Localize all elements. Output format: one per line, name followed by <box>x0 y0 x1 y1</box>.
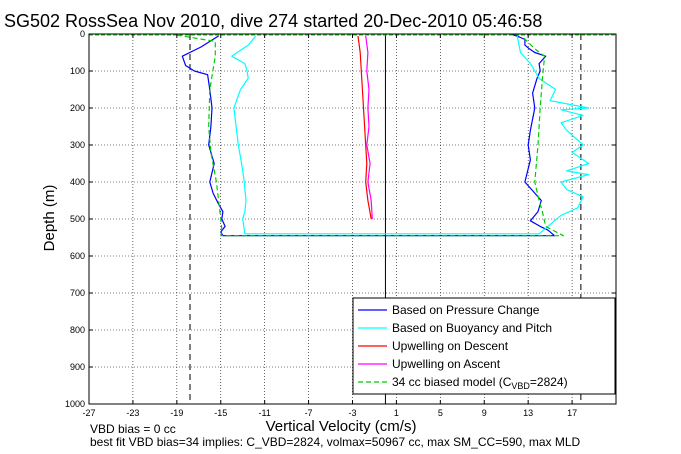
series-line-3 <box>365 35 373 220</box>
y-tick-label-2: 200 <box>70 103 85 113</box>
series-line-2 <box>357 35 372 220</box>
x-tick-labels: -27 -23 -19 -15 -11 -7 -3 1 5 9 13 17 <box>82 408 577 418</box>
y-tick-label-8: 800 <box>70 325 85 335</box>
tick-marks <box>88 33 616 405</box>
y-tick-label-9: 900 <box>70 362 85 372</box>
legend-label-4: 34 cc biased model (CVBD=2824) <box>392 375 568 391</box>
x-tick-label-5: -7 <box>305 408 313 418</box>
legend-label-3: Upwelling on Ascent <box>392 357 501 371</box>
series-layer <box>176 34 590 237</box>
y-axis-label: Depth (m) <box>41 185 58 252</box>
grid-lines <box>89 34 616 404</box>
footer-line-1: VBD bias = 0 cc <box>90 422 176 436</box>
series-line-4 <box>176 34 564 237</box>
x-tick-label-1: -23 <box>126 408 139 418</box>
y-tick-label-3: 300 <box>70 140 85 150</box>
y-tick-label-7: 700 <box>70 288 85 298</box>
chart-title: SG502 RossSea Nov 2010, dive 274 started… <box>4 11 542 31</box>
y-tick-label-10: 1000 <box>65 399 85 409</box>
x-tick-label-2: -19 <box>170 408 183 418</box>
legend-box <box>352 297 616 395</box>
x-tick-label-3: -15 <box>214 408 227 418</box>
legend: Based on Pressure Change Based on Buoyanc… <box>352 297 616 395</box>
x-tick-label-6: -3 <box>348 408 356 418</box>
y-tick-label-0: 0 <box>80 29 85 39</box>
x-tick-label-7: 1 <box>394 408 399 418</box>
x-tick-label-9: 9 <box>482 408 487 418</box>
x-tick-label-0: -27 <box>82 408 95 418</box>
series-line-0 <box>181 34 556 237</box>
legend-label-1: Based on Buoyancy and Pitch <box>392 321 552 335</box>
x-tick-label-8: 5 <box>438 408 443 418</box>
y-tick-labels: 0 100 200 300 400 500 600 700 800 900 1000 <box>65 29 85 409</box>
x-tick-label-4: -11 <box>258 408 270 418</box>
y-tick-label-6: 600 <box>70 251 85 261</box>
legend-label-2: Upwelling on Descent <box>392 339 509 353</box>
y-tick-label-4: 400 <box>70 177 85 187</box>
series-line-1 <box>231 35 590 235</box>
x-tick-label-11: 17 <box>567 408 577 418</box>
y-tick-label-1: 100 <box>70 66 85 76</box>
footer-line-2: best fit VBD bias=34 implies: C_VBD=2824… <box>90 435 581 449</box>
x-tick-label-10: 13 <box>523 408 533 418</box>
y-tick-label-5: 500 <box>70 214 85 224</box>
legend-label-0: Based on Pressure Change <box>392 303 540 317</box>
x-axis-label: Vertical Velocity (cm/s) <box>266 418 417 435</box>
